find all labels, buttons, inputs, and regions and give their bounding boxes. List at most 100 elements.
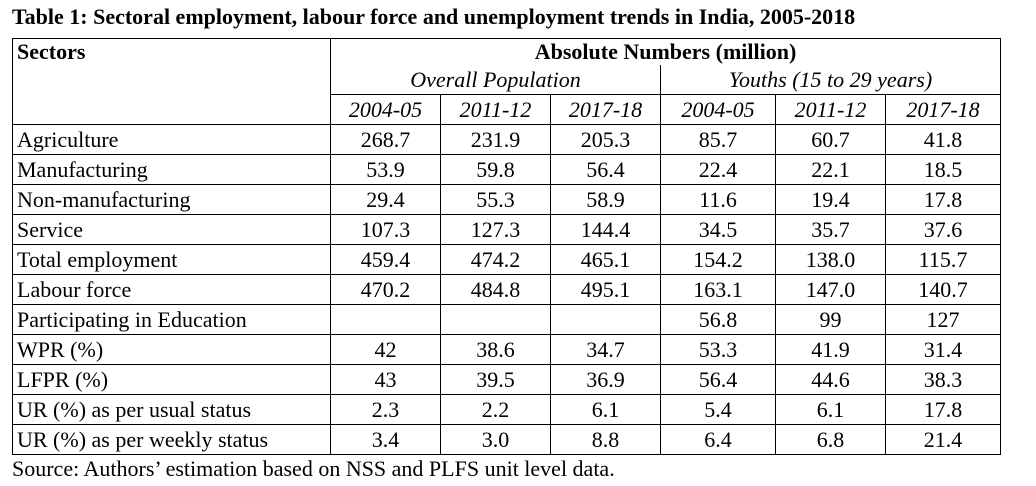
cell: 11.6 [660, 184, 776, 215]
row-label: Non-manufacturing [12, 184, 331, 215]
cell: 6.4 [660, 424, 776, 455]
table-row: Labour force 470.2 484.8 495.1 163.1 147.0 140… [12, 274, 1001, 305]
cell: 36.9 [550, 364, 661, 395]
table-row: Total employment 459.4 474.2 465.1 154.2 138.… [12, 244, 1001, 275]
cell: 55.3 [440, 184, 551, 215]
row-label: UR (%) as per usual status [12, 394, 331, 425]
subgroup-header: Overall Population [330, 65, 661, 95]
cell: 154.2 [660, 244, 776, 275]
table-row: UR (%) as per weekly status 3.4 3.0 8.8 6.4 6… [12, 424, 1001, 455]
cell: 56.8 [660, 304, 776, 335]
table-row: LFPR (%) 43 39.5 36.9 56.4 44.6 38.3 [12, 364, 1001, 395]
cell: 127.3 [440, 214, 551, 245]
table-row: Non-manufacturing 29.4 55.3 58.9 11.6 19.4 17.… [12, 184, 1001, 215]
table-row: Participating in Education 56.8 99 127 [12, 304, 1001, 335]
cell: 34.5 [660, 214, 776, 245]
cell: 470.2 [330, 274, 441, 305]
table: Sectors Absolute Numbers (million) Overall… [12, 38, 1001, 455]
year-header: 2011-12 [775, 94, 886, 125]
year-header: 2011-12 [440, 94, 551, 125]
cell: 474.2 [440, 244, 551, 275]
table-row: Manufacturing 53.9 59.8 56.4 22.4 22.1 18.5 [12, 154, 1001, 185]
table-row: UR (%) as per usual status 2.3 2.2 6.1 5.4 6.… [12, 394, 1001, 425]
table-row: 2004-05 2011-12 2017-18 2004-05 2011-12 2017-… [13, 94, 1001, 125]
cell [330, 304, 441, 335]
cell: 144.4 [550, 214, 661, 245]
cell: 127 [885, 304, 1001, 335]
cell: 41.9 [775, 334, 886, 365]
source-note: Source: Authors’ estimation based on NSS… [12, 456, 615, 481]
table-title: Table 1: Sectoral employment, labour for… [12, 4, 856, 29]
cell: 231.9 [440, 124, 551, 155]
row-label: WPR (%) [12, 334, 331, 365]
cell: 3.4 [330, 424, 441, 455]
cell: 31.4 [885, 334, 1001, 365]
cell: 465.1 [550, 244, 661, 275]
cell: 2.3 [330, 394, 441, 425]
cell [440, 304, 551, 335]
cell: 147.0 [775, 274, 886, 305]
cell: 85.7 [660, 124, 776, 155]
cell: 19.4 [775, 184, 886, 215]
cell: 59.8 [440, 154, 551, 185]
cell: 484.8 [440, 274, 551, 305]
cell: 38.3 [885, 364, 1001, 395]
table-row: Service 107.3 127.3 144.4 34.5 35.7 37.6 [12, 214, 1001, 245]
table-row: Sectors Absolute Numbers (million) [12, 38, 1001, 125]
cell: 107.3 [330, 214, 441, 245]
cell: 43 [330, 364, 441, 395]
row-label: UR (%) as per weekly status [12, 424, 331, 455]
cell: 140.7 [885, 274, 1001, 305]
cell: 29.4 [330, 184, 441, 215]
cell: 99 [775, 304, 886, 335]
cell: 53.9 [330, 154, 441, 185]
cell: 56.4 [660, 364, 776, 395]
cell: 6.1 [775, 394, 886, 425]
cell: 205.3 [550, 124, 661, 155]
cell: 39.5 [440, 364, 551, 395]
cell: 6.1 [550, 394, 661, 425]
cell: 21.4 [885, 424, 1001, 455]
cell: 37.6 [885, 214, 1001, 245]
row-label: Service [12, 214, 331, 245]
cell: 459.4 [330, 244, 441, 275]
cell: 34.7 [550, 334, 661, 365]
cell [550, 304, 661, 335]
table-row: Agriculture 268.7 231.9 205.3 85.7 60.7 41.8 [12, 124, 1001, 155]
cell: 8.8 [550, 424, 661, 455]
group-header: Absolute Numbers (million) [330, 38, 1001, 65]
cell: 41.8 [885, 124, 1001, 155]
row-label: LFPR (%) [12, 364, 331, 395]
cell: 18.5 [885, 154, 1001, 185]
cell: 268.7 [330, 124, 441, 155]
row-label: Agriculture [12, 124, 331, 155]
cell: 38.6 [440, 334, 551, 365]
cell: 22.1 [775, 154, 886, 185]
cell: 35.7 [775, 214, 886, 245]
cell: 22.4 [660, 154, 776, 185]
cell: 53.3 [660, 334, 776, 365]
cell: 138.0 [775, 244, 886, 275]
row-label: Participating in Education [12, 304, 331, 335]
row-label: Labour force [12, 274, 331, 305]
table-row: Overall Population Youths (15 to 29 years… [13, 65, 1001, 95]
cell: 495.1 [550, 274, 661, 305]
cell: 56.4 [550, 154, 661, 185]
year-header: 2004-05 [660, 94, 776, 125]
cell: 2.2 [440, 394, 551, 425]
row-header: Sectors [12, 38, 331, 125]
year-header: 2017-18 [550, 94, 661, 125]
cell: 44.6 [775, 364, 886, 395]
subgroup-header: Youths (15 to 29 years) [660, 65, 1001, 95]
cell: 6.8 [775, 424, 886, 455]
row-label: Manufacturing [12, 154, 331, 185]
row-label: Total employment [12, 244, 331, 275]
cell: 5.4 [660, 394, 776, 425]
cell: 163.1 [660, 274, 776, 305]
cell: 115.7 [885, 244, 1001, 275]
table-row: WPR (%) 42 38.6 34.7 53.3 41.9 31.4 [12, 334, 1001, 365]
cell: 42 [330, 334, 441, 365]
year-header: 2004-05 [330, 94, 441, 125]
year-header: 2017-18 [885, 94, 1001, 125]
